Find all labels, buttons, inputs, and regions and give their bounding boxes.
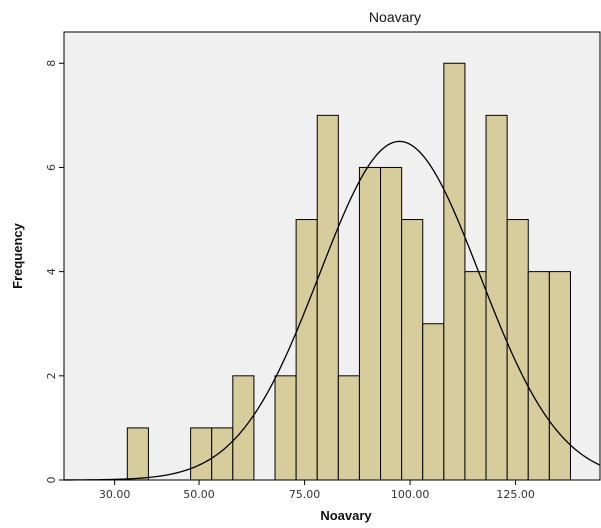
histogram-bar [211,427,234,481]
x-tick-label: 125.00 [496,488,535,501]
x-tick-label: 30.00 [99,488,131,501]
histogram-bar [295,219,318,481]
histogram-bar [422,323,445,481]
histogram-bar [464,271,487,481]
histogram-bar [274,375,297,481]
histogram-bar [126,427,149,481]
histogram-bar [443,62,466,481]
histogram-bar [232,375,255,481]
histogram-bar [190,427,213,481]
y-tick-label: 8 [45,60,58,67]
y-axis-ticks: 0 2 4 6 8 [45,60,64,484]
y-tick-label: 4 [45,268,58,275]
y-tick-label: 6 [45,164,58,171]
histogram-bar [401,219,424,481]
x-axis-title: Noavary [320,508,372,523]
x-tick-label: 50.00 [183,488,215,501]
histogram-bar [358,166,382,481]
x-axis-ticks: 30.00 50.00 75.00 100.00 125.00 [99,480,535,501]
histogram-bar [548,271,571,481]
bars [126,62,571,481]
y-tick-label: 0 [45,477,58,484]
y-tick-label: 2 [45,372,58,379]
histogram-bar [316,114,339,481]
histogram-bar [337,375,360,481]
histogram-bar [380,166,403,481]
histogram-bar [527,271,550,481]
y-axis-title: Frequency [10,222,25,289]
chart-title: Noavary [369,9,421,25]
normal-curve [63,140,601,481]
x-tick-label: 100.00 [391,488,430,501]
x-tick-label: 75.00 [289,488,321,501]
